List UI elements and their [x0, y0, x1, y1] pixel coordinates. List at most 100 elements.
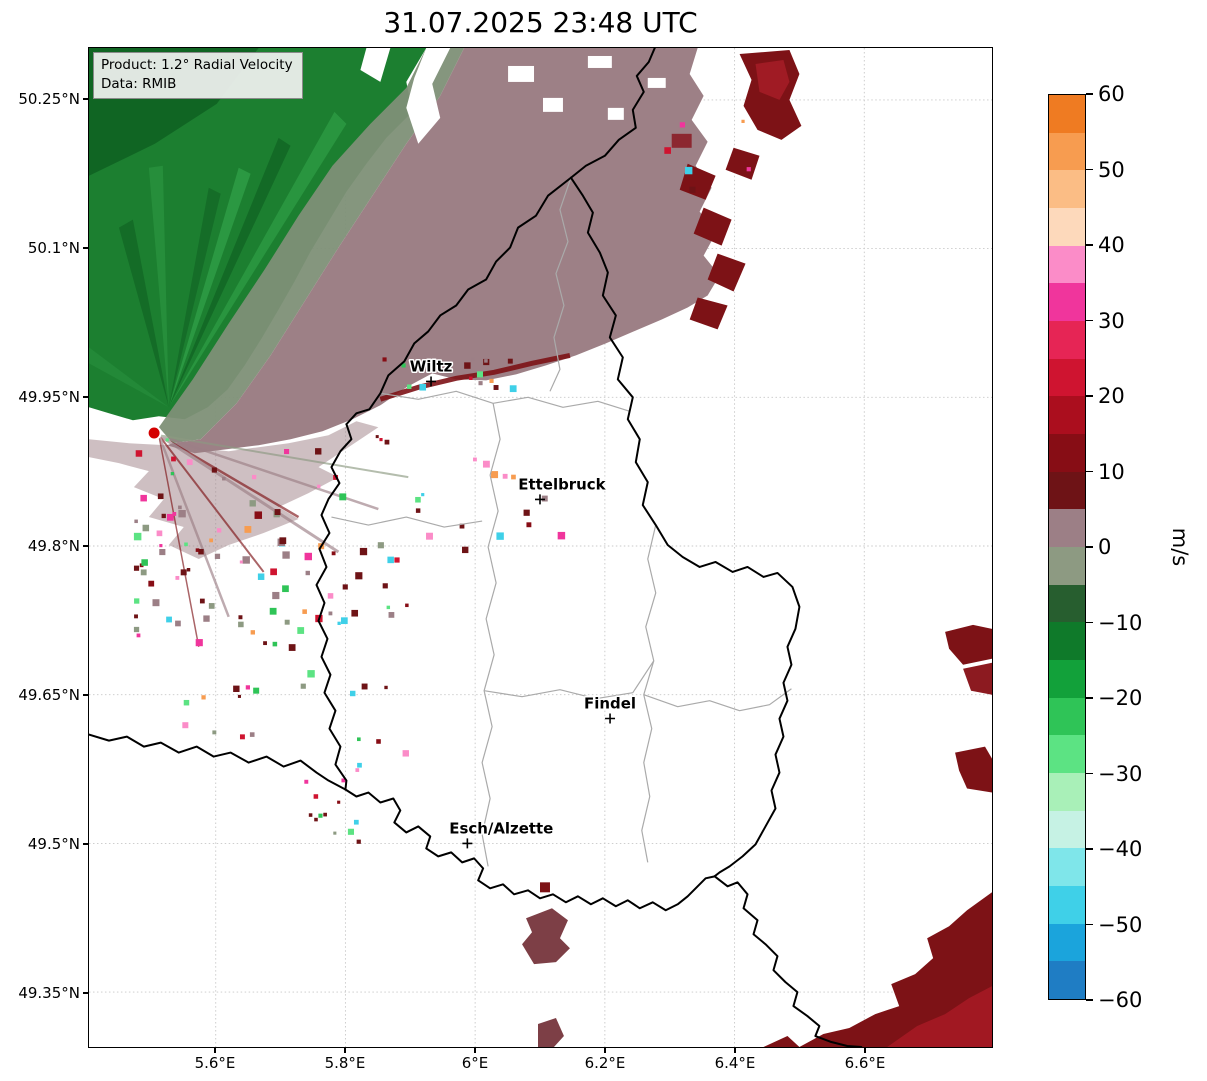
velocity-region-positive-mauve [166, 48, 720, 454]
velocity-speckle [249, 500, 256, 507]
velocity-speckle [401, 363, 406, 368]
velocity-speckle [351, 609, 359, 617]
colorbar-band [1049, 471, 1085, 510]
velocity-speckle [282, 551, 290, 559]
velocity-speckle [209, 538, 213, 543]
velocity-speckle [199, 598, 205, 604]
product-info-box: Product: 1.2° Radial Velocity Data: RMIB [93, 52, 303, 99]
colorbar-band [1049, 660, 1085, 698]
velocity-speckle [300, 683, 306, 689]
velocity-region-negative-green [89, 48, 427, 421]
velocity-speckle [491, 471, 499, 479]
colorbar-band [1049, 95, 1085, 133]
velocity-speckle [523, 509, 530, 516]
velocity-speckle [384, 439, 390, 445]
velocity-speckle [288, 644, 296, 651]
velocity-region-graygreen [158, 48, 465, 444]
velocity-speckle [304, 779, 309, 784]
colorbar-band [1049, 923, 1085, 962]
velocity-speckle [356, 839, 361, 844]
velocity-speckle [157, 493, 164, 500]
x-tick-mark [214, 1048, 216, 1053]
velocity-speckle [502, 473, 508, 479]
city-label: Findel [584, 695, 636, 713]
colorbar [1048, 94, 1086, 1000]
colorbar-band [1049, 886, 1085, 924]
velocity-speckle [269, 607, 277, 615]
velocity-speckle [339, 493, 347, 501]
velocity-speckle [476, 371, 484, 378]
velocity-speckle [359, 547, 368, 556]
velocity-speckle [387, 556, 394, 564]
x-tick-mark [474, 1048, 476, 1053]
y-tick-label: 49.8°N [27, 536, 80, 555]
y-tick-label: 50.1°N [27, 239, 80, 257]
velocity-speckle [482, 460, 490, 468]
velocity-speckle [355, 572, 363, 580]
velocity-speckle [233, 685, 240, 693]
velocity-speckle [302, 609, 307, 614]
velocity-speckle [327, 593, 334, 599]
velocity-speckle [133, 565, 140, 571]
velocity-speckle [384, 685, 388, 690]
velocity-speckle [382, 357, 387, 362]
velocity-speckle [237, 694, 241, 698]
velocity-speckle [679, 122, 686, 128]
velocity-speckle [282, 585, 289, 593]
colorbar-tick-mark [1086, 244, 1093, 246]
colorbar-band [1049, 396, 1085, 435]
velocity-speckle [317, 484, 321, 489]
velocity-speckle [484, 359, 488, 363]
colorbar-tick-label: −50 [1098, 912, 1143, 937]
x-tick-mark [864, 1048, 866, 1053]
velocity-speckle [741, 119, 745, 123]
colorbar-tick-mark [1086, 999, 1093, 1001]
velocity-speckle [469, 376, 473, 380]
velocity-speckle [134, 519, 138, 524]
velocity-speckle [238, 621, 244, 628]
velocity-speckle [386, 605, 391, 610]
border-east [569, 176, 801, 878]
velocity-speckle [509, 385, 517, 393]
velocity-speckle [136, 633, 141, 638]
velocity-speckle [405, 603, 409, 608]
velocity-speckle [318, 813, 323, 818]
colorbar-unit-label: m/s [1168, 527, 1192, 567]
velocity-speckle [489, 378, 494, 383]
velocity-speckle [250, 630, 255, 635]
velocity-speckle [323, 812, 327, 817]
velocity-speckle [222, 476, 226, 481]
boundary-darkred-streak [379, 352, 571, 402]
colorbar-band [1049, 358, 1085, 397]
velocity-speckle [159, 544, 163, 548]
country-borders [89, 48, 863, 1047]
velocity-speckle [165, 438, 169, 442]
y-tick-mark [83, 843, 88, 845]
x-tick-mark [604, 1048, 606, 1053]
colorbar-tick-label: 20 [1098, 384, 1125, 408]
colorbar-tick-mark [1086, 621, 1093, 624]
velocity-speckle [377, 542, 384, 549]
velocity-speckle [304, 552, 313, 561]
velocity-speckle [175, 620, 181, 627]
colorbar-band [1049, 547, 1085, 585]
map-plot-area: Wiltz Ettelbruck Findel Esch/Alzette Produc… [88, 47, 993, 1048]
velocity-speckle [198, 548, 204, 555]
colorbar-tick-label: −30 [1098, 761, 1143, 786]
colorbar-tick-mark [1086, 848, 1093, 850]
velocity-speckle [170, 471, 175, 476]
colorbar-tick-mark [1086, 546, 1093, 548]
colorbar-band [1049, 697, 1085, 736]
y-tick-mark [83, 247, 88, 249]
x-tick-label: 6.4°E [714, 1054, 756, 1072]
colorbar-tick-mark [1086, 168, 1093, 171]
velocity-speckle [195, 548, 200, 552]
x-tick-label: 5.8°E [324, 1054, 366, 1072]
velocity-speckle [313, 794, 319, 799]
colorbar-band [1049, 848, 1085, 887]
city-marker [462, 838, 473, 849]
velocity-speckle [245, 685, 250, 690]
velocity-speckle [328, 611, 333, 616]
velocity-speckle [388, 612, 395, 618]
